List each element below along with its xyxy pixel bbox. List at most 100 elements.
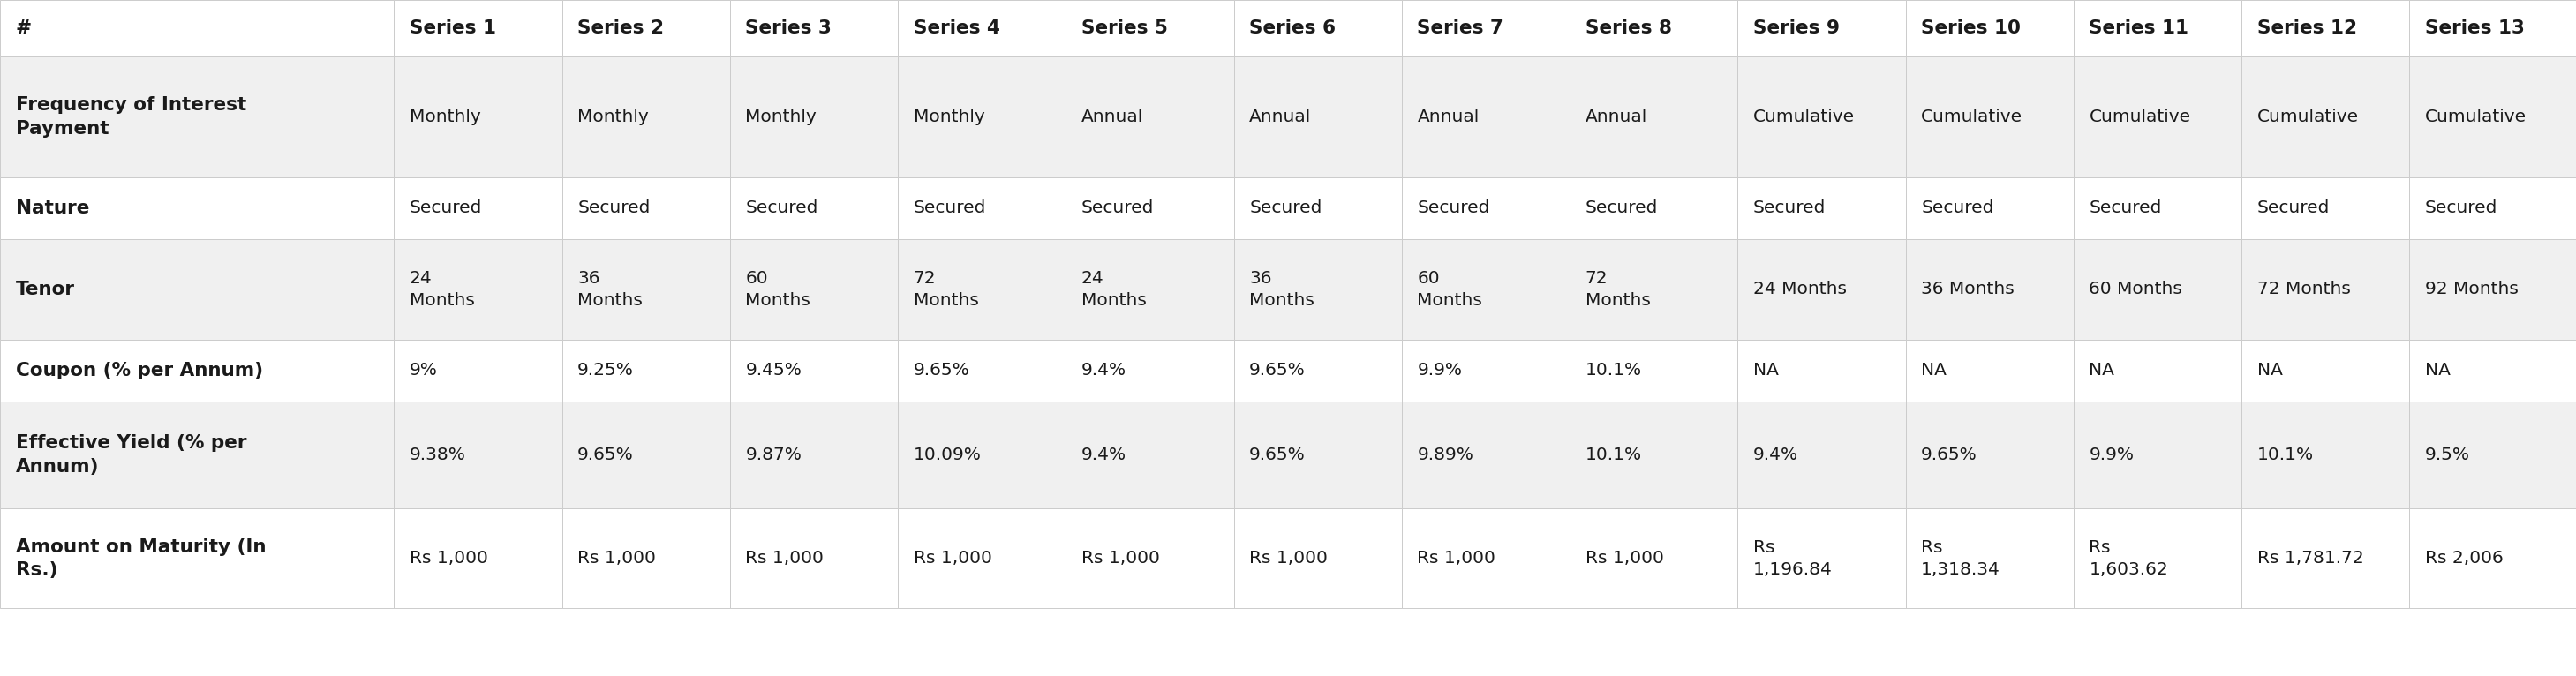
Text: #: # xyxy=(15,20,31,37)
Bar xyxy=(2409,508,2576,608)
Bar xyxy=(1401,177,1569,239)
Text: Series 1: Series 1 xyxy=(410,20,497,37)
Bar xyxy=(562,339,729,402)
Bar xyxy=(729,239,899,339)
Text: Rs 1,000: Rs 1,000 xyxy=(914,550,992,566)
Bar xyxy=(1569,57,1739,177)
Text: 10.09%: 10.09% xyxy=(914,447,981,463)
Bar xyxy=(899,508,1066,608)
Text: NA: NA xyxy=(2089,362,2115,379)
Bar xyxy=(2241,0,2409,57)
Text: 9.65%: 9.65% xyxy=(1249,362,1306,379)
Bar xyxy=(1234,0,1401,57)
Bar xyxy=(2241,239,2409,339)
Text: Secured: Secured xyxy=(1249,200,1321,216)
Bar xyxy=(1234,239,1401,339)
Bar xyxy=(1569,339,1739,402)
Bar xyxy=(1739,339,1906,402)
Text: 9.9%: 9.9% xyxy=(1417,362,1463,379)
Text: Cumulative: Cumulative xyxy=(1922,109,2022,125)
Text: 9%: 9% xyxy=(410,362,438,379)
Bar xyxy=(394,508,562,608)
Bar xyxy=(1234,402,1401,508)
Bar xyxy=(1569,177,1739,239)
Bar xyxy=(2241,177,2409,239)
Bar xyxy=(1066,239,1234,339)
Text: Rs 1,781.72: Rs 1,781.72 xyxy=(2257,550,2365,566)
Text: Series 13: Series 13 xyxy=(2424,20,2524,37)
Text: Rs 1,000: Rs 1,000 xyxy=(1249,550,1327,566)
Text: Secured: Secured xyxy=(744,200,819,216)
Text: Series 2: Series 2 xyxy=(577,20,665,37)
Bar xyxy=(1066,0,1234,57)
Bar xyxy=(2074,239,2241,339)
Text: Annual: Annual xyxy=(1082,109,1144,125)
Bar xyxy=(1401,239,1569,339)
Bar xyxy=(1066,339,1234,402)
Bar xyxy=(1569,0,1739,57)
Text: Coupon (% per Annum): Coupon (% per Annum) xyxy=(15,362,263,379)
Text: Series 10: Series 10 xyxy=(1922,20,2020,37)
Text: Series 5: Series 5 xyxy=(1082,20,1167,37)
Text: Cumulative: Cumulative xyxy=(2089,109,2190,125)
Text: Frequency of Interest
Payment: Frequency of Interest Payment xyxy=(15,97,247,137)
Text: Rs 1,000: Rs 1,000 xyxy=(1417,550,1497,566)
Text: 72
Months: 72 Months xyxy=(1584,270,1651,309)
Text: Series 6: Series 6 xyxy=(1249,20,1337,37)
Text: NA: NA xyxy=(1922,362,1947,379)
Bar xyxy=(1066,57,1234,177)
Bar xyxy=(2241,508,2409,608)
Bar xyxy=(562,57,729,177)
Bar xyxy=(1066,402,1234,508)
Text: 60
Months: 60 Months xyxy=(1417,270,1484,309)
Text: Monthly: Monthly xyxy=(744,109,817,125)
Text: Series 12: Series 12 xyxy=(2257,20,2357,37)
Bar xyxy=(2409,339,2576,402)
Text: 9.65%: 9.65% xyxy=(577,447,634,463)
Text: Annual: Annual xyxy=(1417,109,1479,125)
Bar xyxy=(1234,177,1401,239)
Bar xyxy=(394,0,562,57)
Text: Tenor: Tenor xyxy=(15,281,75,298)
Bar xyxy=(0,239,394,339)
Bar xyxy=(729,402,899,508)
Bar xyxy=(729,0,899,57)
Bar xyxy=(0,0,394,57)
Text: Secured: Secured xyxy=(1082,200,1154,216)
Text: Rs 1,000: Rs 1,000 xyxy=(577,550,657,566)
Bar xyxy=(2241,402,2409,508)
Bar xyxy=(1234,508,1401,608)
Text: 36
Months: 36 Months xyxy=(1249,270,1314,309)
Bar xyxy=(1906,402,2074,508)
Text: Rs 1,000: Rs 1,000 xyxy=(744,550,824,566)
Bar xyxy=(562,177,729,239)
Text: Secured: Secured xyxy=(2424,200,2499,216)
Text: Secured: Secured xyxy=(577,200,649,216)
Bar xyxy=(2074,0,2241,57)
Text: 10.1%: 10.1% xyxy=(1584,447,1641,463)
Bar xyxy=(1569,239,1739,339)
Text: Rs 1,000: Rs 1,000 xyxy=(1584,550,1664,566)
Bar xyxy=(394,177,562,239)
Bar xyxy=(0,339,394,402)
Bar xyxy=(1401,0,1569,57)
Text: 24
Months: 24 Months xyxy=(1082,270,1146,309)
Text: 72 Months: 72 Months xyxy=(2257,281,2349,297)
Text: 10.1%: 10.1% xyxy=(2257,447,2313,463)
Bar xyxy=(1739,239,1906,339)
Bar xyxy=(2409,0,2576,57)
Bar xyxy=(1739,0,1906,57)
Text: 36 Months: 36 Months xyxy=(1922,281,2014,297)
Bar xyxy=(899,402,1066,508)
Text: Secured: Secured xyxy=(410,200,482,216)
Text: Effective Yield (% per
Annum): Effective Yield (% per Annum) xyxy=(15,435,247,475)
Text: Series 9: Series 9 xyxy=(1754,20,1839,37)
Bar xyxy=(394,239,562,339)
Text: Cumulative: Cumulative xyxy=(2257,109,2360,125)
Bar xyxy=(1906,0,2074,57)
Text: 9.5%: 9.5% xyxy=(2424,447,2470,463)
Bar xyxy=(1906,508,2074,608)
Bar xyxy=(394,57,562,177)
Text: Monthly: Monthly xyxy=(577,109,649,125)
Text: Rs 2,006: Rs 2,006 xyxy=(2424,550,2504,566)
